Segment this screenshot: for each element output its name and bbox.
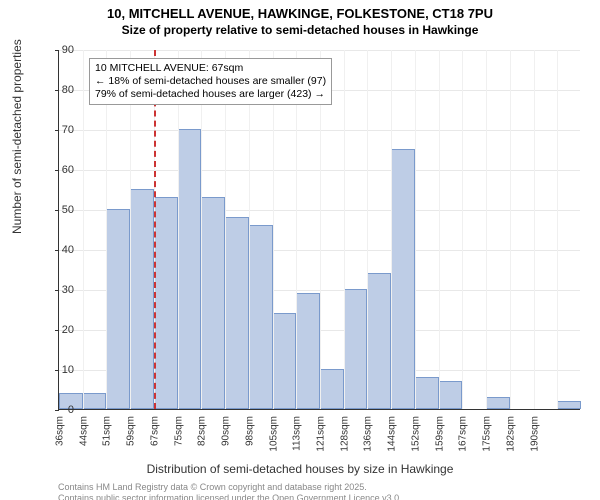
xtick-label: 82sqm [197,416,208,446]
histogram-bar [106,209,130,409]
histogram-bar [486,397,510,409]
gridline-v [534,50,535,409]
xtick-label: 175sqm [482,416,493,452]
annotation-line2: ← 18% of semi-detached houses are smalle… [95,75,326,88]
gridline-v [344,50,345,409]
credits-line1: Contains HM Land Registry data © Crown c… [58,482,402,493]
histogram-bar [178,129,202,409]
xtick-label: 190sqm [529,416,540,452]
xtick-label: 59sqm [126,416,137,446]
histogram-bar [367,273,391,409]
xtick-label: 98sqm [244,416,255,446]
annotation-line3: 79% of semi-detached houses are larger (… [95,88,326,101]
ytick-label: 40 [50,244,74,256]
xtick-label: 152sqm [410,416,421,452]
histogram-bar [225,217,249,409]
chart-area: 10 MITCHELL AVENUE: 67sqm ← 18% of semi-… [58,50,580,422]
xtick-label: 136sqm [363,416,374,452]
credits: Contains HM Land Registry data © Crown c… [58,482,402,500]
gridline-v [439,50,440,409]
xtick-label: 167sqm [458,416,469,452]
credits-line2: Contains public sector information licen… [58,493,402,500]
ytick-label: 0 [50,404,74,416]
y-axis-label: Number of semi-detached properties [10,39,24,234]
xtick-label: 144sqm [387,416,398,452]
xtick-label: 182sqm [505,416,516,452]
histogram-bar [154,197,178,409]
plot-area: 10 MITCHELL AVENUE: 67sqm ← 18% of semi-… [58,50,580,410]
histogram-bar [83,393,107,409]
gridline-v [415,50,416,409]
xtick-label: 36sqm [55,416,66,446]
histogram-bar [296,293,320,409]
annotation-line1: 10 MITCHELL AVENUE: 67sqm [95,62,326,75]
chart-title-main: 10, MITCHELL AVENUE, HAWKINGE, FOLKESTON… [0,6,600,21]
chart-title-sub: Size of property relative to semi-detach… [0,23,600,37]
histogram-bar [201,197,225,409]
histogram-bar [391,149,415,409]
histogram-bar [130,189,154,409]
gridline-v [391,50,392,409]
gridline-v [367,50,368,409]
annotation-box: 10 MITCHELL AVENUE: 67sqm ← 18% of semi-… [89,58,332,105]
ytick-label: 20 [50,324,74,336]
xtick-label: 159sqm [434,416,445,452]
gridline-v [83,50,84,409]
ytick-label: 10 [50,364,74,376]
xtick-label: 113sqm [292,416,303,451]
ytick-label: 50 [50,204,74,216]
gridline-v [486,50,487,409]
gridline-v [510,50,511,409]
histogram-bar [439,381,463,409]
gridline-v [557,50,558,409]
histogram-bar [320,369,344,409]
ytick-label: 70 [50,124,74,136]
xtick-label: 51sqm [102,416,113,446]
ytick-label: 60 [50,164,74,176]
xtick-label: 121sqm [316,416,327,452]
histogram-bar [344,289,368,409]
x-axis-label: Distribution of semi-detached houses by … [0,462,600,476]
xtick-label: 67sqm [149,416,160,446]
xtick-label: 105sqm [268,416,279,452]
xtick-label: 44sqm [78,416,89,446]
histogram-bar [415,377,439,409]
xtick-label: 90sqm [221,416,232,446]
histogram-bar [557,401,581,409]
xtick-label: 128sqm [339,416,350,452]
histogram-bar [273,313,297,409]
ytick-label: 90 [50,44,74,56]
xtick-label: 75sqm [173,416,184,446]
histogram-bar [249,225,273,409]
ytick-label: 80 [50,84,74,96]
gridline-v [462,50,463,409]
ytick-label: 30 [50,284,74,296]
chart-container: 10, MITCHELL AVENUE, HAWKINGE, FOLKESTON… [0,6,600,500]
